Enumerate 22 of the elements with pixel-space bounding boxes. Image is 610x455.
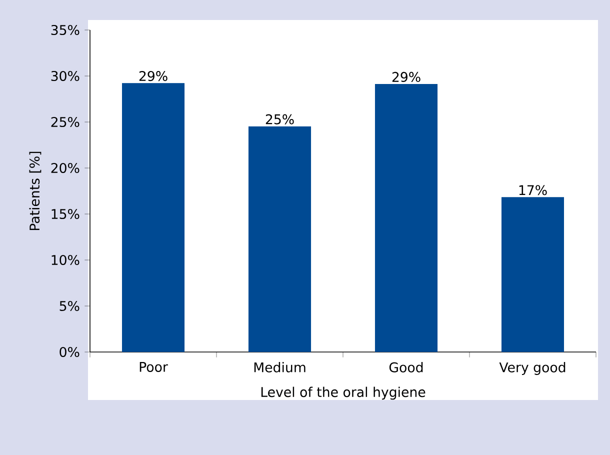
y-tick-label: 25% — [51, 116, 80, 128]
y-axis-title: Patients [%] — [29, 152, 42, 230]
bar — [501, 197, 564, 352]
y-tick-label: 10% — [52, 254, 80, 266]
x-tick-label: Poor — [140, 362, 168, 372]
data-label: 25% — [266, 114, 294, 124]
data-label: 29% — [139, 71, 168, 82]
data-label: 29% — [392, 72, 420, 82]
x-tick-label: Medium — [254, 362, 306, 372]
x-tick-label: Good — [389, 362, 423, 372]
y-tick-label: 0% — [60, 346, 80, 358]
y-tick-label: 35% — [51, 24, 80, 36]
y-tick-label: 15% — [52, 208, 80, 220]
bar — [122, 83, 185, 352]
bar — [374, 84, 438, 352]
y-tick-label: 5% — [60, 300, 80, 312]
y-tick-label: 30% — [51, 70, 80, 82]
x-tick-label: Very good — [499, 362, 566, 375]
bar — [248, 126, 312, 352]
data-label: 17% — [519, 185, 547, 196]
x-axis-title: Level of the oral hygiene — [261, 386, 426, 400]
y-tick-label: 20% — [51, 162, 80, 174]
